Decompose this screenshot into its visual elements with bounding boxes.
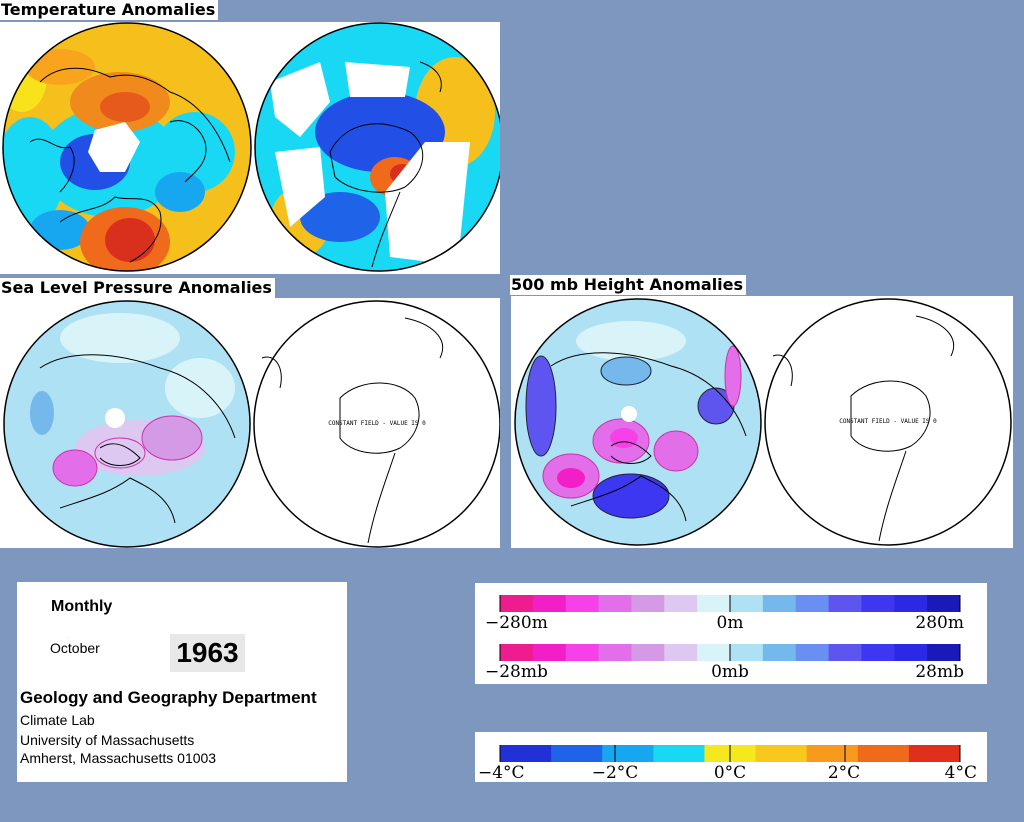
hbar-swatch xyxy=(631,595,665,612)
hbar-swatch xyxy=(664,595,698,612)
pbar-swatch xyxy=(762,644,797,661)
slp-north-globe xyxy=(4,301,250,547)
year-label: 1963 xyxy=(176,637,239,668)
hbar-swatch xyxy=(697,595,731,612)
address-label: Amherst, Massachusetts 01003 xyxy=(20,750,217,766)
height500-south-globe xyxy=(764,298,1012,546)
pbar-swatch xyxy=(861,644,895,661)
slp-anomaly-panel: CONSTANT FIELD - VALUE IS 0 xyxy=(0,298,500,548)
pressure-legend-max: 28mb xyxy=(915,662,964,682)
hbar-swatch xyxy=(861,595,895,612)
height500-anomaly-panel: CONSTANT FIELD - VALUE IS 0 xyxy=(511,296,1013,548)
temperature-legend-tick-4: 2°C xyxy=(828,763,860,782)
month-label: October xyxy=(50,640,100,656)
hbar-swatch xyxy=(927,595,961,612)
hbar-swatch xyxy=(730,595,764,612)
temperature-panel-title: Temperature Anomalies xyxy=(0,0,219,20)
pbar-swatch xyxy=(631,644,665,661)
hbar-swatch xyxy=(598,595,632,612)
height500-constant-field-label: CONSTANT FIELD - VALUE IS 0 xyxy=(839,418,937,425)
tbar-swatch xyxy=(806,745,859,762)
pressure-colorbar xyxy=(499,644,961,661)
pbar-swatch xyxy=(598,644,632,661)
pressure-legend-min: −28mb xyxy=(485,662,548,682)
hbar-swatch xyxy=(762,595,797,612)
pbar-swatch xyxy=(730,644,764,661)
height-legend-center: 0m xyxy=(717,613,744,633)
period-label: Monthly xyxy=(51,598,113,615)
temperature-anomaly-panel xyxy=(0,22,500,274)
pbar-swatch xyxy=(927,644,961,661)
tbar-swatch xyxy=(551,745,603,762)
temperature-legend: −4°C −2°C 0°C 2°C 4°C xyxy=(475,732,987,782)
pbar-swatch xyxy=(894,644,928,661)
pbar-swatch xyxy=(500,644,534,661)
university-label: University of Massachusetts xyxy=(20,732,195,748)
height500-north-globe xyxy=(515,299,761,545)
pbar-swatch xyxy=(828,644,862,661)
slp-south-globe xyxy=(253,300,500,548)
department-label: Geology and Geography Department xyxy=(20,688,317,707)
height-colorbar xyxy=(499,595,961,612)
temperature-colorbar xyxy=(499,745,961,762)
pbar-swatch xyxy=(664,644,698,661)
height-legend-min: −280m xyxy=(485,613,548,633)
temperature-legend-tick-2: −2°C xyxy=(592,763,639,782)
height500-panel-title: 500 mb Height Anomalies xyxy=(510,275,747,295)
pbar-swatch xyxy=(532,644,567,661)
tbar-swatch xyxy=(653,745,705,762)
tbar-swatch xyxy=(602,745,654,762)
hbar-swatch xyxy=(828,595,862,612)
hbar-swatch xyxy=(795,595,830,612)
hbar-swatch xyxy=(894,595,928,612)
year-box: 1963 xyxy=(170,634,245,672)
slp-constant-field-label: CONSTANT FIELD - VALUE IS 0 xyxy=(328,420,426,427)
tbar-swatch xyxy=(500,745,552,762)
pbar-swatch xyxy=(795,644,830,661)
temperature-legend-tick-1: −4°C xyxy=(478,763,525,782)
dot-marker: . xyxy=(68,634,70,639)
tbar-swatch xyxy=(755,745,808,762)
anomaly-legend: −280m 0m 280m −28mb 0mb 28mb xyxy=(475,583,987,684)
hbar-swatch xyxy=(500,595,534,612)
temperature-legend-tick-3: 0°C xyxy=(714,763,746,782)
temperature-south-globe xyxy=(255,23,500,271)
pressure-legend-center: 0mb xyxy=(711,662,749,682)
pbar-swatch xyxy=(565,644,600,661)
slp-panel-title: Sea Level Pressure Anomalies xyxy=(0,278,275,298)
tbar-swatch xyxy=(908,745,961,762)
pbar-swatch xyxy=(697,644,731,661)
temperature-legend-tick-5: 4°C xyxy=(945,763,977,782)
tbar-swatch xyxy=(857,745,910,762)
lab-label: Climate Lab xyxy=(20,712,95,728)
info-box: Monthly . October 1963 Geology and Geogr… xyxy=(17,582,347,782)
hbar-swatch xyxy=(532,595,567,612)
temperature-north-globe xyxy=(3,23,251,271)
hbar-swatch xyxy=(565,595,600,612)
height-legend-max: 280m xyxy=(915,613,964,633)
